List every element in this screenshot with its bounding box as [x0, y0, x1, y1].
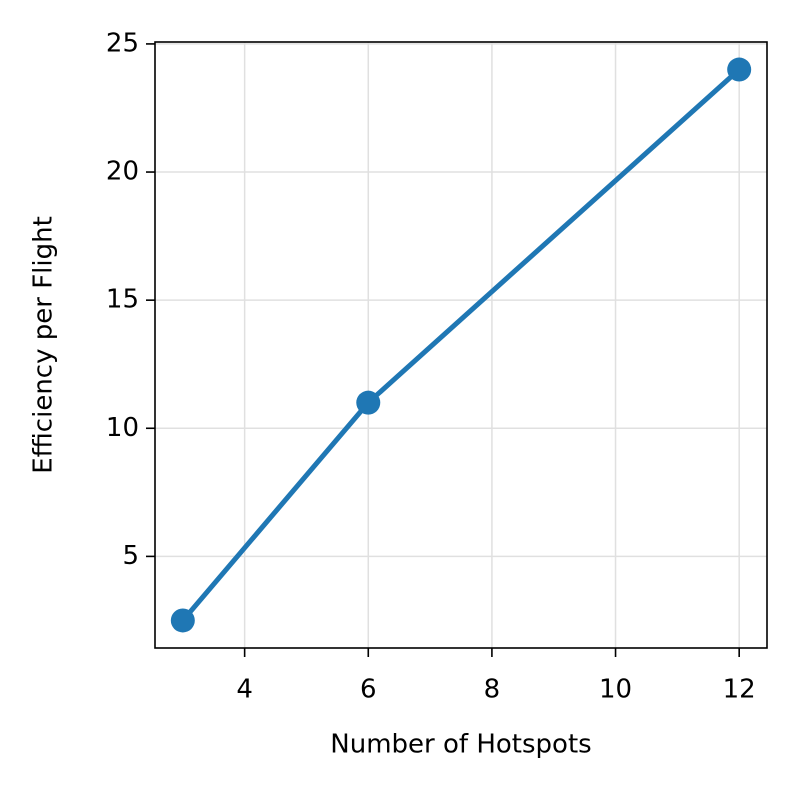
y-tick-label: 5	[122, 541, 139, 571]
x-tick-label: 8	[484, 675, 501, 705]
data-point	[170, 608, 195, 633]
y-tick-label: 20	[106, 157, 139, 187]
y-tick-label: 25	[106, 28, 139, 58]
x-axis-label: Number of Hotspots	[330, 730, 591, 760]
y-axis-label: Efficiency per Flight	[29, 216, 59, 474]
data-point	[727, 57, 752, 82]
y-tick-label: 10	[106, 413, 139, 443]
y-tick-label: 15	[106, 285, 139, 315]
plot-frame	[154, 41, 768, 649]
x-tick-label: 12	[723, 675, 756, 705]
x-tick-label: 10	[599, 675, 632, 705]
data-line	[180, 67, 741, 623]
x-tick-label: 6	[360, 675, 377, 705]
data-point	[356, 390, 381, 415]
x-tick-label: 4	[236, 675, 253, 705]
